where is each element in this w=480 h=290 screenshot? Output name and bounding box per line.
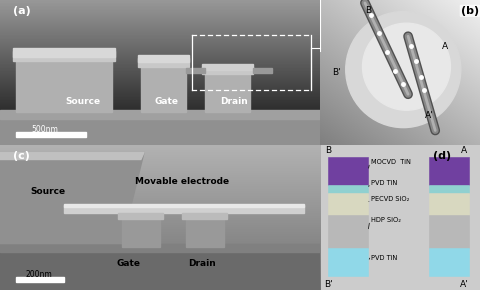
Bar <box>16 54 112 112</box>
Text: Source: Source <box>66 97 101 106</box>
Text: Gate: Gate <box>116 259 140 269</box>
Text: Drain: Drain <box>188 259 216 269</box>
Text: 500nm: 500nm <box>31 124 58 134</box>
Bar <box>141 61 186 112</box>
Text: PVD TiN: PVD TiN <box>372 180 397 186</box>
Text: (b): (b) <box>461 6 479 16</box>
Text: A': A' <box>424 111 433 121</box>
Bar <box>202 67 253 74</box>
Text: A: A <box>442 42 448 51</box>
Text: PECVD SiO₂: PECVD SiO₂ <box>372 196 410 202</box>
Bar <box>328 215 368 248</box>
Bar <box>429 193 469 215</box>
Bar <box>138 55 189 62</box>
Bar <box>0 116 320 145</box>
Text: HDP SiO₂: HDP SiO₂ <box>372 218 401 223</box>
Ellipse shape <box>346 12 461 128</box>
Bar <box>119 213 163 219</box>
Bar <box>0 249 320 290</box>
Bar <box>0 110 320 119</box>
Ellipse shape <box>362 23 450 110</box>
Bar <box>205 68 250 112</box>
Text: B: B <box>325 146 331 155</box>
Text: B': B' <box>332 68 340 77</box>
Text: MOCVD  TiN: MOCVD TiN <box>372 160 411 165</box>
Text: A': A' <box>460 280 468 289</box>
Bar <box>429 185 469 193</box>
Text: (c): (c) <box>13 151 30 161</box>
Bar <box>138 58 189 67</box>
Text: B: B <box>365 6 371 15</box>
Text: Gate: Gate <box>155 97 179 106</box>
Bar <box>186 215 224 246</box>
Bar <box>16 132 86 137</box>
Bar <box>64 204 304 206</box>
Bar <box>202 64 253 70</box>
Polygon shape <box>0 152 144 244</box>
Text: A: A <box>461 146 467 155</box>
Bar <box>182 213 228 219</box>
Bar <box>253 68 272 72</box>
Text: Drain: Drain <box>220 97 248 106</box>
Text: Movable electrode: Movable electrode <box>135 177 229 186</box>
Bar <box>13 51 115 61</box>
Bar <box>328 193 368 215</box>
Bar <box>328 248 368 276</box>
Bar <box>429 157 469 185</box>
Text: (a): (a) <box>13 6 31 16</box>
Text: 200nm: 200nm <box>25 269 52 279</box>
Bar <box>429 215 469 248</box>
Bar <box>64 205 304 213</box>
Bar <box>121 215 160 246</box>
Bar <box>13 48 115 57</box>
Text: B': B' <box>324 280 333 289</box>
Bar <box>0 244 320 252</box>
Polygon shape <box>0 152 144 160</box>
Text: (d): (d) <box>432 151 451 161</box>
Bar <box>429 248 469 276</box>
Bar <box>328 157 368 185</box>
Bar <box>186 68 205 72</box>
Text: PVD TiN: PVD TiN <box>372 255 397 261</box>
Bar <box>16 277 64 282</box>
Bar <box>328 185 368 193</box>
Text: Source: Source <box>30 187 66 196</box>
